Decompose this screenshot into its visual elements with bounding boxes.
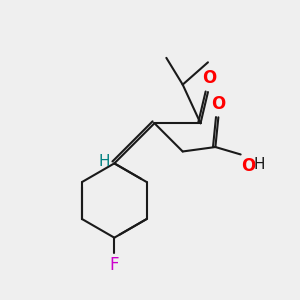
Text: H: H <box>253 158 265 172</box>
Text: O: O <box>241 157 256 175</box>
Text: O: O <box>211 95 226 113</box>
Text: F: F <box>110 256 119 274</box>
Text: O: O <box>202 69 217 87</box>
Text: H: H <box>98 154 110 169</box>
